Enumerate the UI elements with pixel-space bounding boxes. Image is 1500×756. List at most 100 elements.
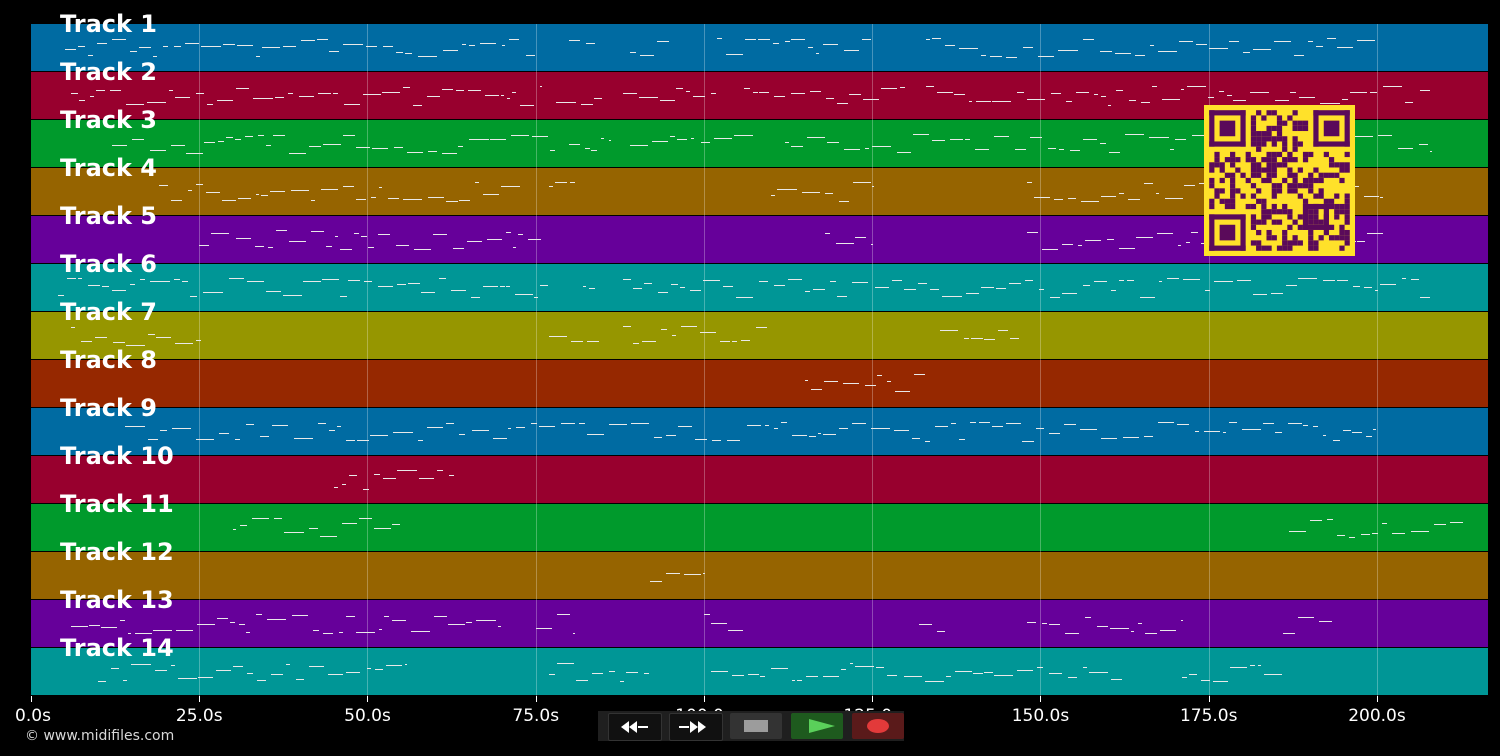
note (1158, 422, 1174, 423)
track-lane[interactable] (31, 360, 1488, 407)
track-lane[interactable] (31, 264, 1488, 311)
note (374, 528, 391, 529)
note (870, 428, 891, 429)
note (188, 190, 192, 191)
note (1027, 182, 1032, 183)
track-lane[interactable] (31, 552, 1488, 599)
note (1115, 90, 1123, 91)
tick-label: 150.0s (1011, 706, 1070, 726)
note (1049, 297, 1061, 298)
note (1181, 677, 1188, 678)
note (1080, 201, 1100, 202)
note (363, 489, 369, 490)
gridline (535, 24, 537, 696)
note (148, 334, 155, 335)
note (1360, 534, 1371, 535)
note (700, 142, 710, 143)
note (265, 291, 282, 292)
note (229, 278, 244, 279)
note (703, 280, 721, 281)
note (222, 44, 236, 45)
note (1310, 520, 1322, 521)
note (1378, 135, 1393, 136)
note (417, 56, 438, 57)
note (1058, 50, 1078, 51)
note (386, 665, 403, 666)
note (1189, 674, 1198, 675)
fast-forward-button[interactable] (669, 713, 723, 741)
note (1275, 432, 1282, 433)
note (1048, 433, 1061, 434)
note (539, 426, 556, 427)
note (1157, 51, 1178, 52)
note (653, 437, 662, 438)
note (950, 139, 963, 140)
note (1195, 44, 1208, 45)
track-lane[interactable] (31, 648, 1488, 695)
note (991, 101, 1012, 102)
track-lane[interactable] (31, 600, 1488, 647)
note (1029, 137, 1043, 138)
note (710, 671, 728, 672)
note (448, 624, 465, 625)
note (1177, 424, 1190, 425)
tick-label: 75.0s (512, 706, 560, 726)
note (490, 139, 507, 140)
note (1297, 278, 1318, 279)
note (1350, 92, 1367, 93)
note (446, 201, 459, 202)
note (781, 422, 787, 423)
note (772, 43, 780, 44)
note (232, 529, 237, 530)
note (273, 135, 285, 136)
note (1241, 429, 1261, 430)
note (303, 281, 321, 282)
qr-code[interactable] (1204, 105, 1355, 256)
note (712, 440, 722, 441)
note (1100, 196, 1117, 197)
note (924, 441, 930, 442)
note (1357, 241, 1365, 242)
note (199, 245, 209, 246)
play-button[interactable] (791, 713, 843, 739)
note (555, 182, 567, 183)
note (411, 631, 431, 632)
note (1228, 41, 1239, 42)
note (1382, 523, 1388, 524)
note (101, 627, 117, 628)
note (370, 197, 377, 198)
note (445, 423, 455, 424)
note (501, 45, 505, 46)
note (919, 624, 932, 625)
note (1191, 232, 1199, 233)
track-lane[interactable] (31, 456, 1488, 503)
track-lane[interactable] (31, 408, 1488, 455)
note (1410, 531, 1429, 532)
rewind-button[interactable] (608, 713, 662, 741)
note (284, 532, 304, 533)
note (711, 93, 717, 94)
note (784, 41, 791, 42)
fast-forward-icon (679, 721, 706, 733)
note (806, 137, 826, 138)
track-label: Track 6 (60, 250, 158, 278)
note (903, 676, 922, 677)
track-lane[interactable] (31, 504, 1488, 551)
track-label: Track 2 (60, 58, 158, 86)
note (826, 98, 834, 99)
note (685, 91, 690, 92)
track-lane[interactable] (31, 312, 1488, 359)
note (570, 341, 583, 342)
note (1186, 242, 1190, 243)
note (1411, 279, 1419, 280)
note (148, 439, 159, 440)
note (939, 330, 959, 331)
note (660, 100, 675, 101)
stop-button[interactable] (730, 713, 782, 739)
note (844, 149, 860, 150)
record-button[interactable] (852, 713, 904, 739)
note (539, 86, 542, 87)
note (1299, 97, 1316, 98)
note (1380, 197, 1383, 198)
